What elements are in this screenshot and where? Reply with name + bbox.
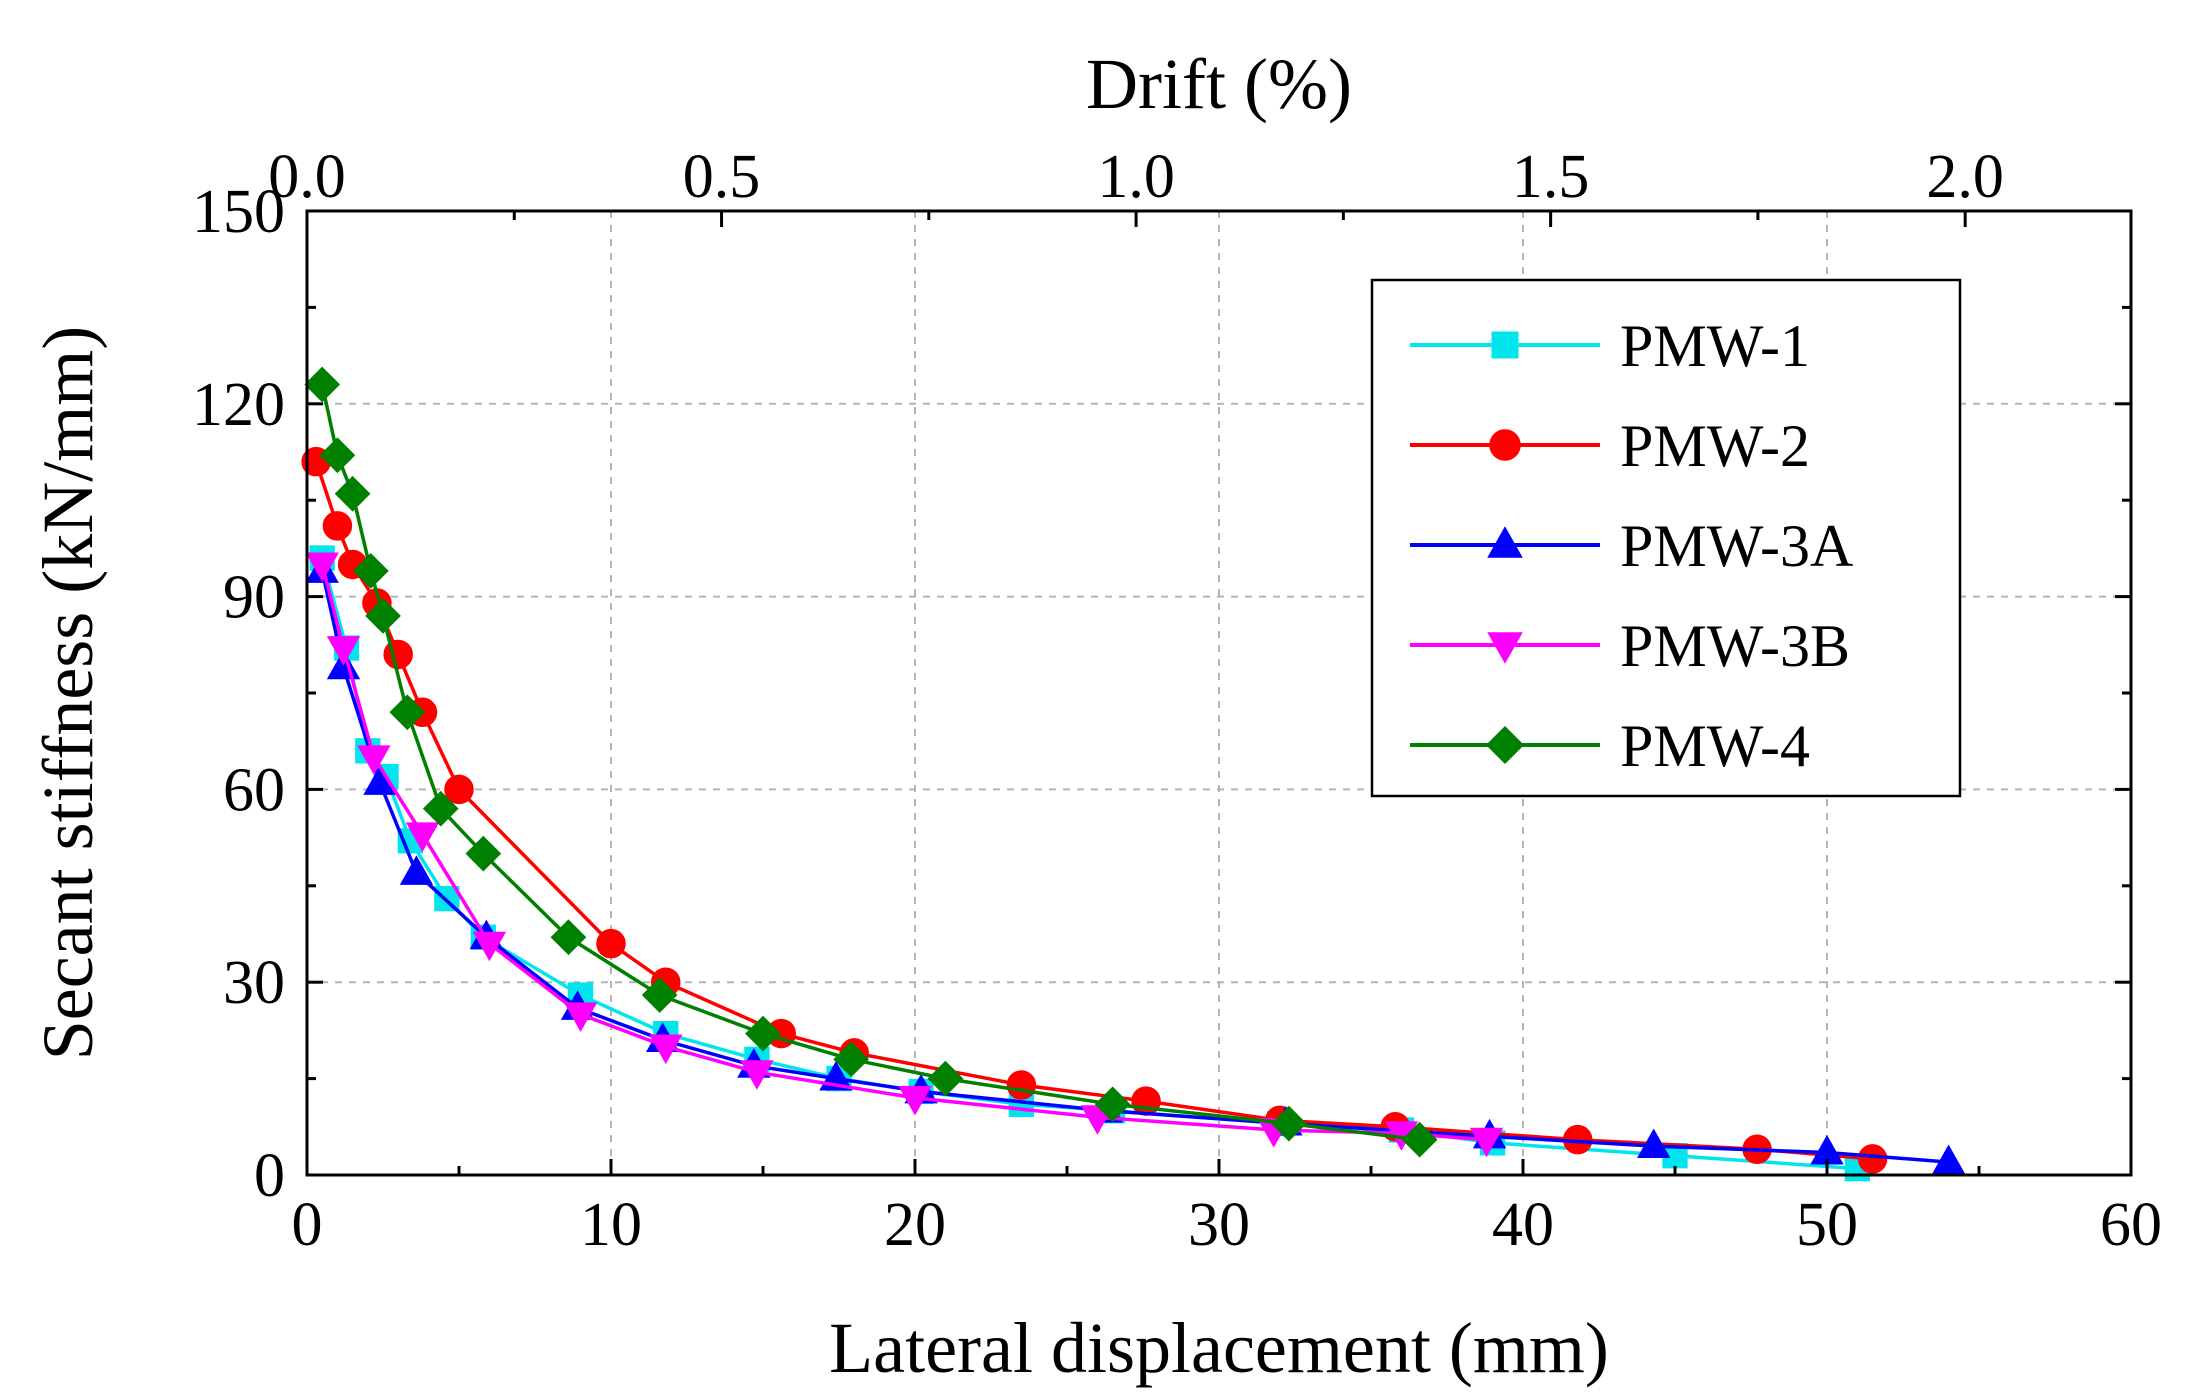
data-point-diamond <box>334 475 371 512</box>
y-tick-label: 0 <box>254 1142 285 1210</box>
data-point-diamond <box>1401 1121 1438 1158</box>
legend-label: PMW-3A <box>1620 513 1853 579</box>
x-tick-label: 0 <box>292 1191 323 1259</box>
legend: PMW-1 PMW-2 PMW-3A PMW-3B PMW-4 <box>1370 278 1962 798</box>
data-point-triangle-down <box>357 745 391 775</box>
data-point-circle <box>596 928 626 959</box>
data-point-diamond <box>1094 1086 1131 1123</box>
data-point-diamond <box>389 694 426 731</box>
data-point-circle <box>1006 1070 1037 1100</box>
data-point-triangle-down <box>472 931 507 962</box>
x-tick-label: 30 <box>1188 1191 1250 1259</box>
data-point-diamond <box>422 790 459 827</box>
data-point-circle <box>383 639 413 670</box>
data-point-diamond <box>641 977 678 1013</box>
y-axis-title: Secant stiffness (kN/mm) <box>28 326 108 1061</box>
legend-label: PMW-4 <box>1620 713 1810 779</box>
x-tick-label: 50 <box>1796 1191 1858 1259</box>
data-point-triangle-down <box>563 1002 598 1032</box>
data-point-triangle-down <box>305 552 339 583</box>
data-point-diamond <box>745 1015 781 1052</box>
legend-item: PMW-3B <box>1410 613 1850 679</box>
y-tick-label: 120 <box>192 371 285 439</box>
data-point-diamond <box>352 553 389 589</box>
legend-item: PMW-3A <box>1410 513 1853 579</box>
data-point-diamond <box>833 1041 870 1078</box>
data-point-diamond <box>465 835 502 872</box>
data-point-triangle-down <box>326 636 361 666</box>
legend-box <box>1370 278 1962 798</box>
x2-tick-label: 1.5 <box>1512 143 1590 211</box>
ticks <box>305 209 2133 1177</box>
legend-item: PMW-4 <box>1410 713 1810 779</box>
x-tick-label: 40 <box>1492 1191 1554 1259</box>
x-tick-label: 10 <box>580 1191 642 1259</box>
data-point-triangle-down <box>649 1034 683 1065</box>
data-point-triangle-down <box>1487 632 1523 664</box>
data-point-diamond <box>1271 1105 1307 1142</box>
x2-tick-label: 0.0 <box>268 143 346 211</box>
legend-item: PMW-1 <box>1410 313 1810 379</box>
y-tick-label: 60 <box>223 756 285 824</box>
data-point-triangle-down <box>740 1060 774 1090</box>
data-point-triangle-up <box>399 855 434 885</box>
series-line <box>320 384 1420 1142</box>
x2-tick-label: 0.5 <box>683 143 761 211</box>
data-point-diamond <box>1485 725 1525 765</box>
data-point-circle <box>1489 429 1521 461</box>
data-point-circle <box>1131 1086 1161 1116</box>
data-point-circle <box>444 774 474 805</box>
legend-label: PMW-3B <box>1620 613 1850 679</box>
data-point-triangle-up <box>1637 1128 1671 1159</box>
x2-axis-title: Drift (%) <box>1086 44 1352 124</box>
data-point-diamond <box>550 919 587 956</box>
x-tick-label: 20 <box>884 1191 946 1259</box>
x-tick-label: 60 <box>2100 1191 2162 1259</box>
data-point-circle <box>1857 1144 1888 1174</box>
series-layer <box>301 366 1966 1182</box>
data-point-triangle-up <box>1487 526 1523 558</box>
data-point-diamond <box>365 598 401 634</box>
legend-item: PMW-2 <box>1410 413 1810 479</box>
x2-tick-label: 1.0 <box>1097 143 1175 211</box>
data-point-diamond <box>927 1060 964 1097</box>
data-point-circle <box>322 511 353 541</box>
y-tick-label: 90 <box>223 564 285 632</box>
data-point-triangle-down <box>898 1085 932 1116</box>
data-point-diamond <box>319 437 356 474</box>
y-tick-label: 30 <box>223 949 285 1017</box>
data-point-triangle-down <box>1469 1127 1504 1158</box>
data-point-square <box>1491 331 1519 359</box>
x-axis-title: Lateral displacement (mm) <box>829 1308 1609 1388</box>
legend-label: PMW-2 <box>1620 413 1810 479</box>
series-line <box>320 570 1949 1164</box>
series-pmw-4 <box>304 366 1438 1158</box>
data-point-triangle-down <box>405 822 440 853</box>
y-tick-label: 150 <box>192 178 285 246</box>
x2-tick-label: 2.0 <box>1926 143 2004 211</box>
legend-label: PMW-1 <box>1620 313 1810 379</box>
data-point-diamond <box>304 366 341 403</box>
data-point-triangle-up <box>1931 1144 1966 1175</box>
